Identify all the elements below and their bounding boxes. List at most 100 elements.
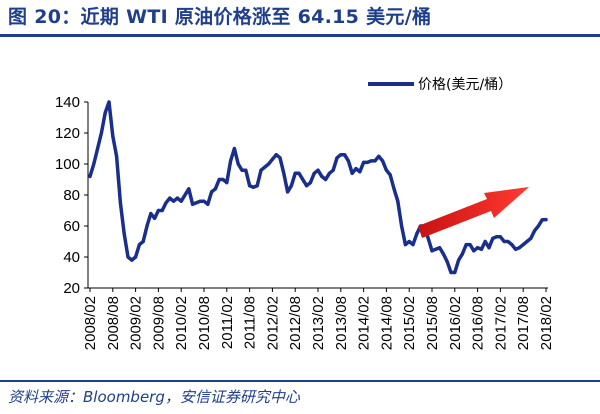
legend: 价格(美元/桶）: [368, 77, 512, 93]
x-axis-ticks: 2008/02 2008/08 2009/02 2009/08 2010/02 2010/…: [82, 288, 555, 350]
source-divider: [0, 380, 600, 382]
price-point: [331, 168, 335, 172]
x-tick-label: 2018/02: [538, 296, 555, 350]
price-point: [476, 246, 480, 250]
price-point: [426, 236, 430, 240]
price-point: [118, 201, 122, 205]
x-tick-label: 2010/02: [173, 296, 190, 350]
price-point: [350, 171, 354, 175]
red-arrow-icon: [418, 187, 529, 238]
price-point: [381, 159, 385, 163]
price-point: [441, 252, 445, 256]
price-point: [521, 243, 525, 247]
x-tick-label: 2014/02: [356, 296, 373, 350]
price-point: [92, 162, 96, 166]
price-point: [293, 171, 297, 175]
price-point: [479, 247, 483, 251]
price-point: [445, 260, 449, 264]
y-axis-ticks: 20 40 60 80 100 120 140: [55, 94, 88, 297]
price-point: [111, 134, 115, 138]
price-point: [487, 246, 491, 250]
x-tick-label: 2010/08: [196, 296, 213, 350]
price-point: [415, 232, 419, 236]
price-point: [229, 159, 233, 163]
price-point: [365, 160, 369, 164]
price-point: [134, 255, 138, 259]
price-point: [251, 185, 255, 189]
price-point: [517, 246, 522, 250]
price-point: [149, 212, 153, 216]
price-point: [282, 171, 286, 175]
price-point: [221, 177, 225, 182]
price-point: [259, 168, 263, 172]
price-point: [502, 239, 506, 244]
price-point: [96, 146, 100, 151]
trend-arrow: [418, 187, 529, 238]
x-tick-label: 2012/02: [264, 296, 281, 350]
price-point: [498, 235, 502, 239]
price-point: [491, 236, 495, 240]
price-point: [187, 187, 191, 191]
price-point: [156, 208, 160, 213]
price-point: [248, 184, 252, 188]
price-point: [206, 202, 210, 206]
price-point: [122, 232, 126, 236]
x-tick-label: 2014/08: [378, 296, 395, 350]
axes: [87, 102, 548, 289]
price-point: [449, 270, 453, 275]
price-point: [529, 236, 533, 240]
price-point: [137, 243, 141, 247]
price-point: [472, 249, 476, 253]
x-tick-label: 2016/02: [447, 296, 464, 350]
y-tick-label: 100: [55, 156, 80, 173]
price-point: [483, 239, 487, 244]
price-point: [506, 239, 510, 244]
price-point: [544, 218, 548, 222]
price-point: [510, 243, 514, 247]
price-point: [267, 162, 271, 166]
price-point: [316, 168, 320, 172]
title-divider: [0, 34, 600, 37]
price-point: [358, 170, 362, 174]
price-point: [343, 153, 347, 157]
price-point: [270, 157, 274, 161]
price-point: [320, 174, 324, 178]
y-tick-label: 140: [55, 94, 80, 111]
x-tick-label: 2013/08: [333, 296, 350, 350]
price-point: [536, 224, 541, 228]
y-tick-label: 60: [63, 218, 80, 235]
price-point: [202, 199, 206, 203]
price-point: [396, 199, 400, 203]
price-point: [289, 184, 293, 188]
price-point: [145, 224, 149, 228]
price-point: [305, 184, 309, 188]
price-point: [335, 156, 339, 160]
price-point: [400, 224, 404, 228]
price-point: [362, 160, 366, 164]
price-point: [107, 100, 111, 104]
x-tick-label: 2009/02: [128, 296, 145, 350]
price-point: [301, 177, 305, 182]
price-point: [213, 187, 217, 191]
price-point: [411, 243, 415, 247]
price-point: [324, 177, 328, 182]
price-point: [533, 229, 537, 233]
price-point: [198, 199, 202, 203]
price-point: [339, 153, 343, 157]
price-point: [438, 246, 442, 250]
price-point: [388, 173, 392, 177]
price-point: [286, 190, 290, 194]
x-tick-label: 2013/02: [310, 296, 327, 350]
price-point: [179, 199, 183, 203]
price-point: [103, 111, 107, 115]
price-point: [278, 156, 282, 160]
price-point: [354, 167, 358, 171]
price-point: [232, 146, 236, 151]
price-point: [377, 154, 381, 158]
price-point: [434, 247, 438, 251]
price-point: [392, 187, 396, 191]
x-tick-label: 2017/08: [515, 296, 532, 350]
price-point: [274, 153, 278, 157]
chart-title: 图 20：近期 WTI 原油价格涨至 64.15 美元/桶: [8, 6, 432, 28]
price-point: [460, 252, 464, 256]
